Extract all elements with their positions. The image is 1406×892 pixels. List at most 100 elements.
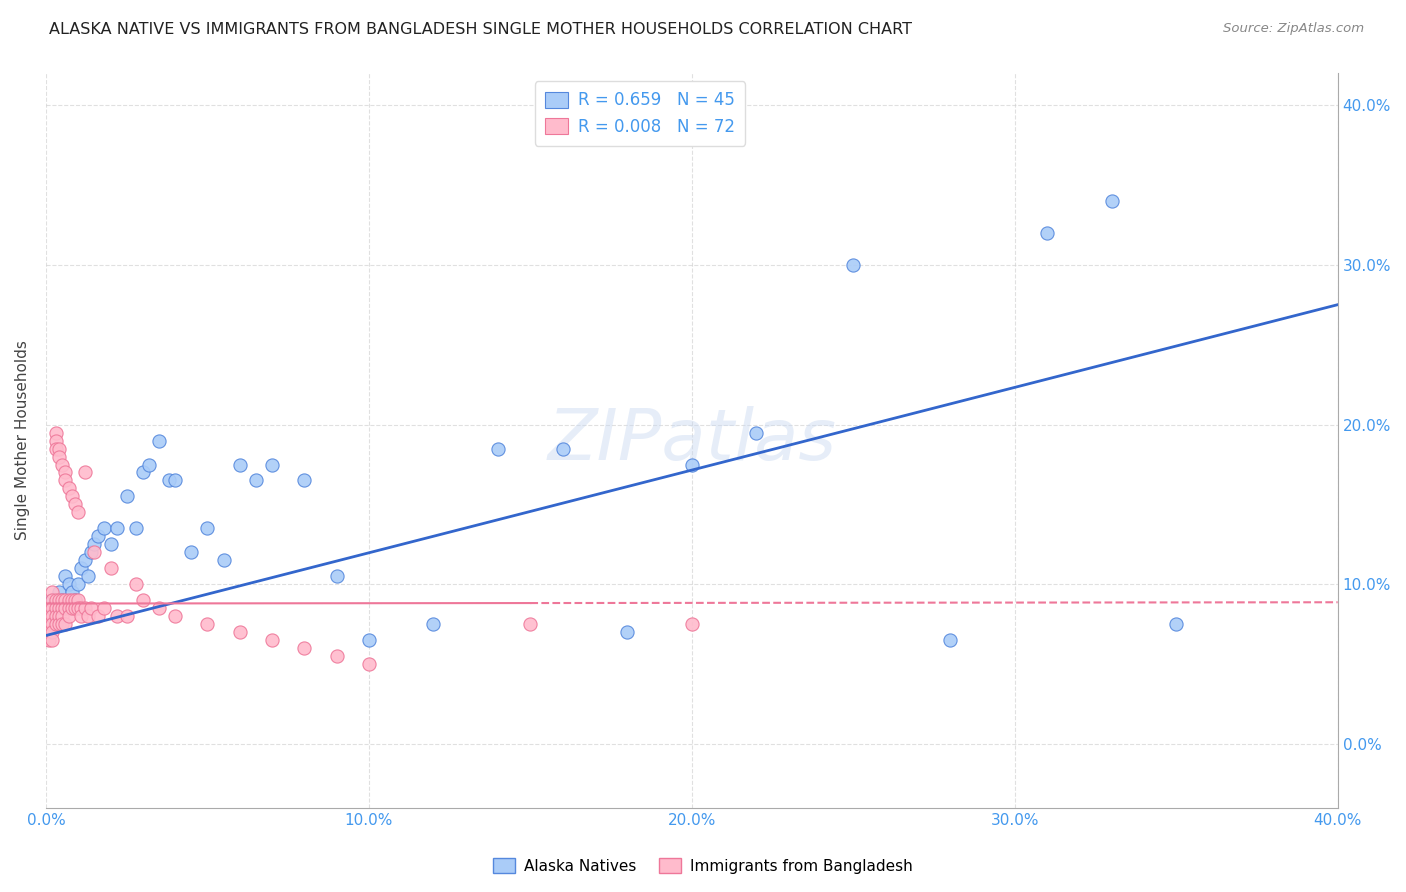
Point <box>125 521 148 535</box>
Point <box>67 601 90 615</box>
Point <box>245 474 267 488</box>
Point <box>325 649 347 664</box>
Point <box>60 490 83 504</box>
Point <box>60 593 83 607</box>
Point <box>551 442 574 456</box>
Point <box>228 458 250 472</box>
Text: ZIPatlas: ZIPatlas <box>547 406 837 475</box>
Point <box>53 593 76 607</box>
Point <box>681 617 703 632</box>
Point <box>58 593 80 607</box>
Point <box>212 553 235 567</box>
Point <box>45 601 67 615</box>
Point <box>63 498 86 512</box>
Point <box>86 609 108 624</box>
Point <box>148 434 170 448</box>
Point <box>45 425 67 440</box>
Point <box>422 617 444 632</box>
Point <box>486 442 509 456</box>
Point <box>60 601 83 615</box>
Point <box>45 601 67 615</box>
Point <box>70 609 93 624</box>
Point <box>58 482 80 496</box>
Point <box>357 657 380 672</box>
Point <box>93 521 115 535</box>
Point <box>93 601 115 615</box>
Point <box>1101 194 1123 208</box>
Point <box>260 458 283 472</box>
Point <box>292 474 315 488</box>
Point <box>67 505 90 519</box>
Point <box>132 593 155 607</box>
Point <box>41 617 63 632</box>
Point <box>41 633 63 648</box>
Point <box>132 466 155 480</box>
Point <box>180 545 202 559</box>
Point <box>38 625 60 640</box>
Point <box>41 585 63 599</box>
Point <box>48 450 70 464</box>
Point <box>83 537 105 551</box>
Point <box>48 617 70 632</box>
Point <box>519 617 541 632</box>
Point <box>51 458 73 472</box>
Legend: R = 0.659   N = 45, R = 0.008   N = 72: R = 0.659 N = 45, R = 0.008 N = 72 <box>534 81 745 145</box>
Point <box>616 625 638 640</box>
Point <box>53 466 76 480</box>
Point <box>148 601 170 615</box>
Point <box>51 593 73 607</box>
Point <box>41 593 63 607</box>
Point <box>100 537 122 551</box>
Point <box>105 609 128 624</box>
Point <box>53 569 76 583</box>
Point <box>100 561 122 575</box>
Point <box>53 474 76 488</box>
Point <box>260 633 283 648</box>
Point <box>58 601 80 615</box>
Point <box>80 601 103 615</box>
Point <box>86 529 108 543</box>
Point <box>48 593 70 607</box>
Point <box>38 601 60 615</box>
Point <box>53 617 76 632</box>
Point <box>70 561 93 575</box>
Point <box>63 593 86 607</box>
Point <box>292 641 315 656</box>
Point <box>41 593 63 607</box>
Point <box>80 545 103 559</box>
Point <box>1036 226 1059 240</box>
Point <box>67 577 90 591</box>
Point <box>41 601 63 615</box>
Point <box>48 601 70 615</box>
Point <box>165 609 187 624</box>
Point <box>41 609 63 624</box>
Point <box>63 601 86 615</box>
Point <box>45 593 67 607</box>
Point <box>53 601 76 615</box>
Point <box>115 490 138 504</box>
Point <box>125 577 148 591</box>
Point <box>681 458 703 472</box>
Point <box>63 593 86 607</box>
Point <box>842 258 865 272</box>
Point <box>48 442 70 456</box>
Point <box>1166 617 1188 632</box>
Point <box>228 625 250 640</box>
Point <box>67 593 90 607</box>
Point <box>70 601 93 615</box>
Point <box>48 585 70 599</box>
Point <box>51 593 73 607</box>
Y-axis label: Single Mother Households: Single Mother Households <box>15 341 30 541</box>
Point <box>138 458 160 472</box>
Legend: Alaska Natives, Immigrants from Bangladesh: Alaska Natives, Immigrants from Banglade… <box>488 852 918 880</box>
Point <box>939 633 962 648</box>
Point <box>197 617 219 632</box>
Point <box>73 553 96 567</box>
Point <box>45 609 67 624</box>
Point <box>60 585 83 599</box>
Point <box>105 521 128 535</box>
Point <box>73 601 96 615</box>
Point <box>83 545 105 559</box>
Point <box>745 425 768 440</box>
Point <box>45 434 67 448</box>
